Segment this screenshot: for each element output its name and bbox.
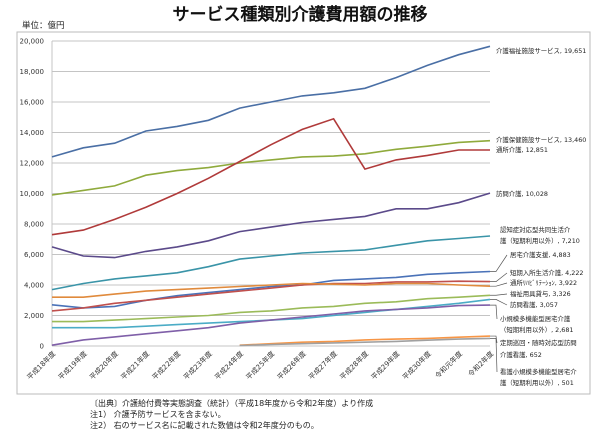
y-tick-label: 18,000	[20, 68, 45, 76]
series-label: 訪問介護, 10,028	[496, 189, 548, 198]
y-tick-label: 16,000	[20, 99, 45, 107]
series-label: 福祉用具貸与, 3,326	[510, 289, 571, 298]
y-tick-label: 0	[40, 343, 44, 351]
series-line	[51, 280, 491, 312]
series-label: 定期巡回・随時対応型訪問	[500, 338, 577, 347]
series-line	[52, 294, 491, 323]
series-line	[51, 270, 491, 309]
series-line	[52, 282, 491, 299]
series-line	[51, 45, 491, 158]
series-line	[51, 304, 491, 346]
label-leader-line	[490, 335, 498, 344]
y-tick-label: 8,000	[24, 221, 44, 229]
footnote: 〔出典〕介護給付費等実態調査（統計）（平成18年度から令和2年度）より作成	[90, 398, 373, 408]
series-line	[239, 337, 491, 347]
label-leader-line	[490, 272, 508, 282]
label-leader-line	[490, 254, 508, 272]
series-label: 認知症対応型共同生活介	[500, 225, 571, 234]
series-label: 通所介護, 12,851	[496, 145, 548, 154]
footnote: 注1） 介護予防サービスを含まない。	[90, 409, 226, 419]
label-leader-line	[490, 282, 508, 287]
y-tick-label: 20,000	[20, 38, 45, 46]
series-label: 介護看護, 652	[500, 350, 542, 359]
label-leader-line	[490, 293, 508, 296]
series-label: （短期利用以外）, 2,681	[500, 325, 573, 334]
y-tick-label: 14,000	[20, 129, 45, 137]
series-label: 通所ﾘﾊﾋﾞﾘﾃｰｼｮﾝ, 3,922	[510, 278, 577, 287]
chart-title: サービス種類別介護費用額の推移	[173, 4, 428, 25]
series-line	[239, 335, 491, 346]
y-tick-label: 4,000	[24, 282, 44, 290]
y-tick-label: 2,000	[24, 312, 44, 320]
series-label: 介護保健施設サービス, 13,460	[496, 135, 586, 144]
chart-frame	[16, 31, 591, 395]
series-line	[51, 139, 491, 196]
series-label: 小規模多機能型居宅介護	[500, 314, 571, 323]
series-label: 訪問看護, 3,057	[510, 300, 558, 309]
series-line	[51, 235, 491, 291]
series-label: 護（短期利用以外）, 501	[500, 378, 574, 387]
series-label: 短期入所生活介護, 4,222	[510, 268, 583, 277]
label-leader-line	[490, 338, 498, 373]
series-label: 護（短期利用以外）, 7,210	[500, 236, 580, 245]
series-label: 介護福祉施設サービス, 19,651	[496, 46, 586, 55]
series-label: 居宅介護支援, 4,883	[510, 250, 571, 259]
y-tick-label: 10,000	[20, 190, 45, 198]
label-leader-line	[490, 304, 498, 320]
label-leader-line	[490, 299, 508, 306]
y-tick-label: 12,000	[20, 160, 45, 168]
unit-label: 単位：億円	[22, 20, 65, 31]
series-line	[51, 192, 491, 259]
footnote: 注2） 右のサービス名に記載された数値は令和2年度分のもの。	[90, 420, 319, 429]
series-label: 看護小規模多機能型居宅介	[500, 367, 577, 376]
series-line	[51, 117, 490, 236]
y-tick-label: 6,000	[24, 251, 44, 259]
